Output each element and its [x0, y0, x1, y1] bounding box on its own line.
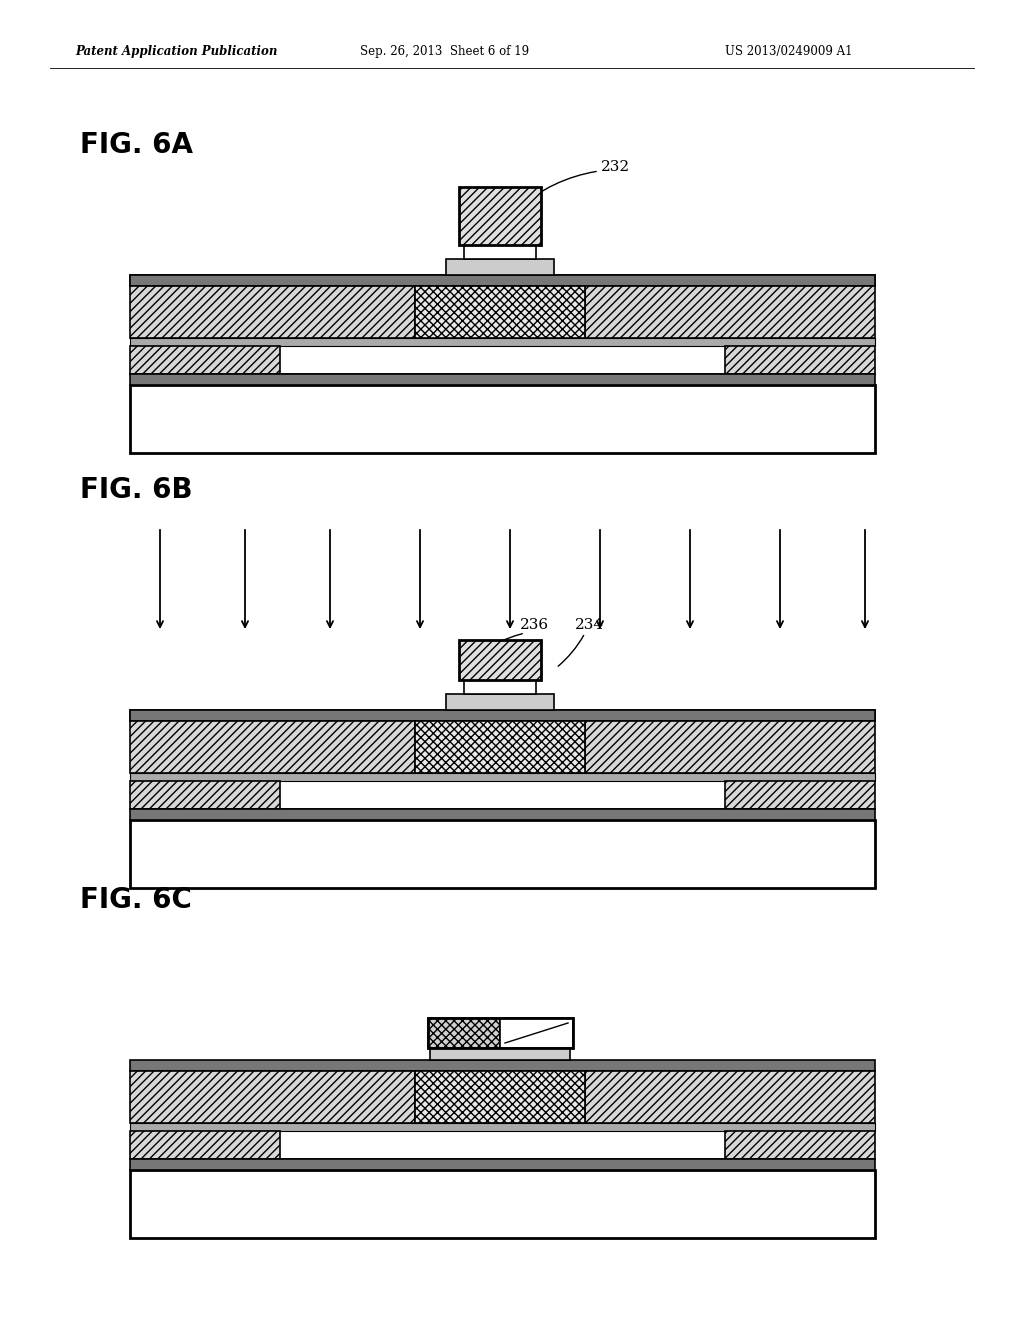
Bar	[130, 721, 415, 774]
Bar	[130, 820, 874, 888]
Bar	[130, 1170, 874, 1238]
Bar	[280, 374, 725, 376]
Bar	[446, 694, 554, 710]
Bar	[130, 338, 874, 346]
Bar	[130, 1131, 280, 1159]
Bar	[430, 1048, 570, 1060]
Bar	[130, 1071, 415, 1123]
Bar	[130, 1123, 874, 1131]
Bar	[280, 809, 725, 810]
Bar	[428, 1018, 573, 1048]
Bar	[130, 774, 874, 781]
Bar	[130, 710, 874, 721]
Bar	[130, 1159, 874, 1170]
Bar	[585, 286, 874, 338]
Text: FIG. 6C: FIG. 6C	[80, 886, 191, 913]
Text: 232: 232	[601, 160, 630, 174]
Bar	[130, 710, 874, 721]
Bar	[415, 286, 585, 338]
Text: FIG. 6B: FIG. 6B	[80, 477, 193, 504]
Text: FIG. 6A: FIG. 6A	[80, 131, 193, 158]
Bar	[415, 1071, 585, 1123]
Bar	[725, 781, 874, 809]
Bar	[130, 275, 874, 286]
Bar	[464, 246, 536, 259]
Bar	[446, 259, 554, 275]
Bar	[130, 781, 280, 809]
Bar	[130, 275, 874, 286]
Bar	[280, 1159, 725, 1162]
Bar	[500, 1018, 573, 1048]
Bar	[428, 1018, 500, 1048]
Bar	[130, 374, 874, 385]
Bar	[464, 680, 536, 694]
Bar	[459, 640, 541, 680]
Bar	[130, 809, 874, 820]
Bar	[725, 1131, 874, 1159]
Bar	[130, 286, 415, 338]
Bar	[130, 346, 280, 374]
Text: US 2013/0249009 A1: US 2013/0249009 A1	[725, 45, 853, 58]
Bar	[585, 1071, 874, 1123]
Text: 234: 234	[575, 618, 604, 632]
Text: Sep. 26, 2013  Sheet 6 of 19: Sep. 26, 2013 Sheet 6 of 19	[360, 45, 529, 58]
Bar	[130, 1060, 874, 1071]
Text: Patent Application Publication: Patent Application Publication	[75, 45, 278, 58]
Bar	[725, 346, 874, 374]
Text: 236: 236	[520, 618, 549, 632]
Bar	[459, 187, 541, 246]
Bar	[415, 721, 585, 774]
Bar	[585, 721, 874, 774]
Bar	[130, 385, 874, 453]
